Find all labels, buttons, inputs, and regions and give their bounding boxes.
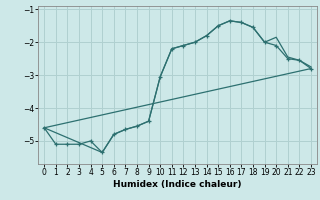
X-axis label: Humidex (Indice chaleur): Humidex (Indice chaleur) [113, 180, 242, 189]
